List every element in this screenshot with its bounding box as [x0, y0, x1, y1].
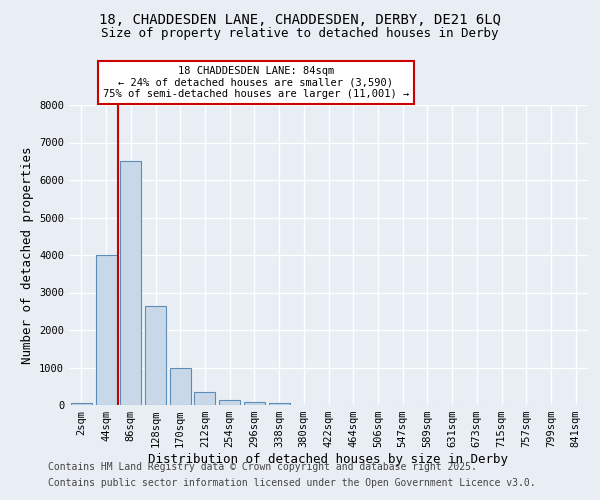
Bar: [219, 400, 240, 405]
Text: Size of property relative to detached houses in Derby: Size of property relative to detached ho…: [101, 28, 499, 40]
Bar: [269, 403, 290, 405]
Bar: [145, 306, 166, 405]
Text: 18, CHADDESDEN LANE, CHADDESDEN, DERBY, DE21 6LQ: 18, CHADDESDEN LANE, CHADDESDEN, DERBY, …: [99, 12, 501, 26]
Bar: [120, 161, 141, 405]
Text: Contains public sector information licensed under the Open Government Licence v3: Contains public sector information licen…: [48, 478, 536, 488]
Bar: [244, 402, 265, 405]
Bar: [170, 368, 191, 405]
Bar: [194, 392, 215, 405]
Text: 18 CHADDESDEN LANE: 84sqm
← 24% of detached houses are smaller (3,590)
75% of se: 18 CHADDESDEN LANE: 84sqm ← 24% of detac…: [103, 66, 409, 99]
X-axis label: Distribution of detached houses by size in Derby: Distribution of detached houses by size …: [149, 453, 509, 466]
Bar: [71, 403, 92, 405]
Y-axis label: Number of detached properties: Number of detached properties: [20, 146, 34, 364]
Text: Contains HM Land Registry data © Crown copyright and database right 2025.: Contains HM Land Registry data © Crown c…: [48, 462, 477, 472]
Bar: [95, 255, 116, 405]
